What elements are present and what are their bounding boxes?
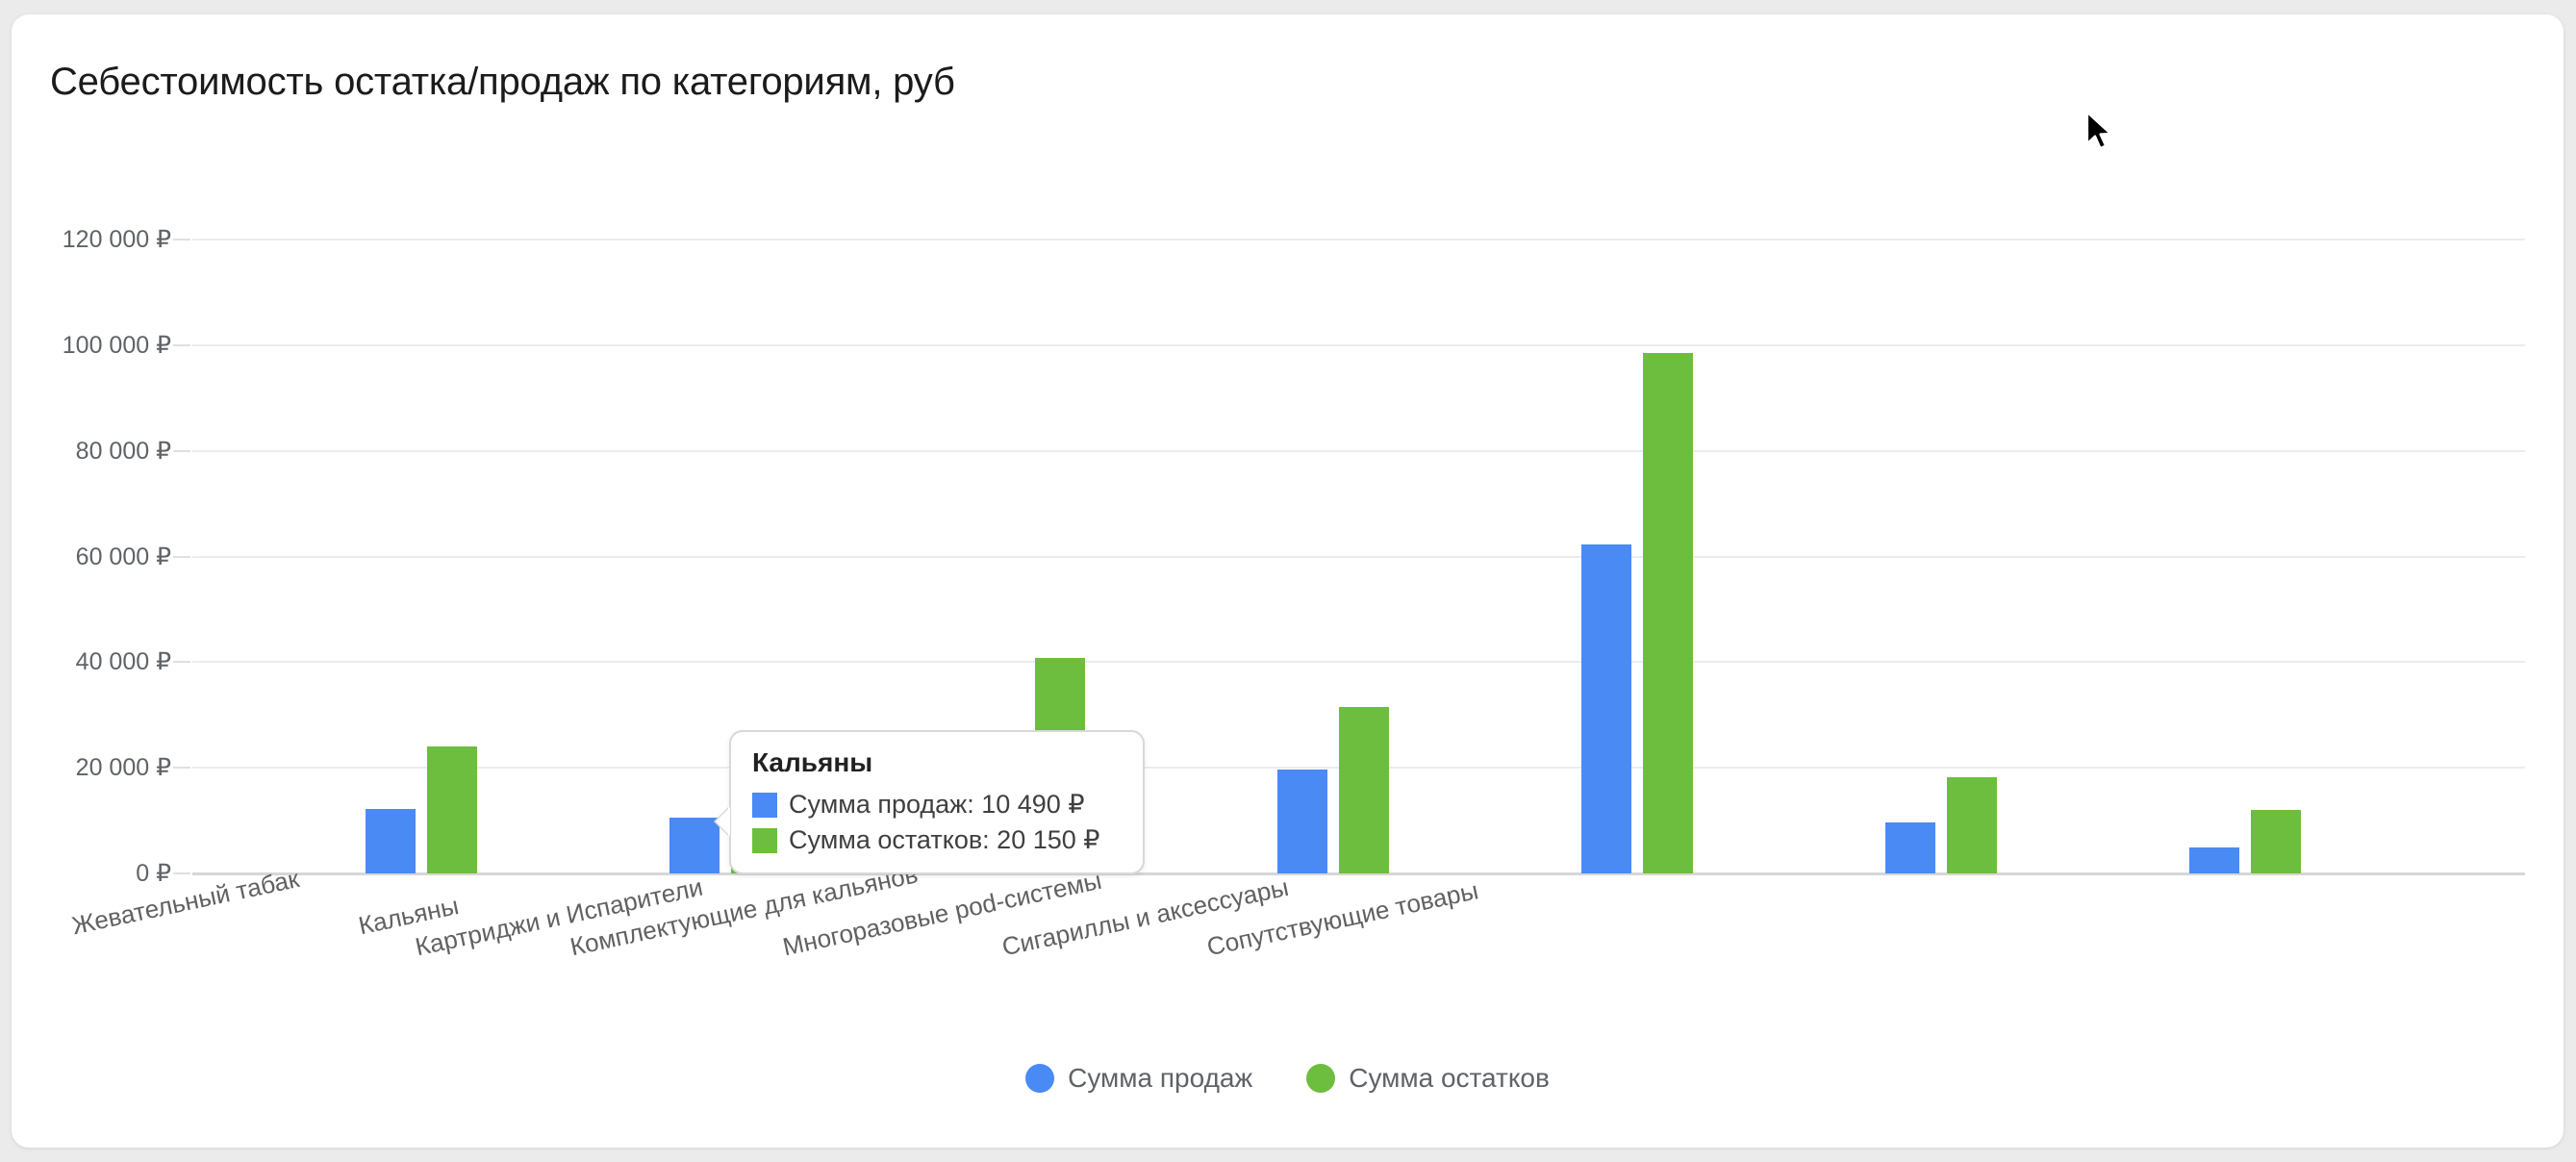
- y-axis-tick-label: 120 000 ₽: [62, 226, 171, 253]
- y-axis-tick-mark: [173, 449, 190, 452]
- page-title: Себестоимость остатка/продаж по категори…: [50, 61, 955, 103]
- x-axis-label: Сопутствующие товары: [1204, 875, 1481, 962]
- legend-item[interactable]: Сумма остатков: [1306, 1063, 1550, 1094]
- tooltip-row-label: Сумма продаж: 10 490 ₽: [789, 790, 1085, 819]
- gridline: [192, 449, 2525, 452]
- y-axis-tick-mark: [173, 343, 190, 346]
- legend-color-dot-icon: [1306, 1064, 1336, 1093]
- x-axis-label: Жевательный табак: [69, 863, 302, 941]
- bar-stock[interactable]: [1947, 777, 1997, 873]
- chart-tooltip: Кальяны Сумма продаж: 10 490 ₽ Сумма оста…: [729, 730, 1145, 874]
- tooltip-title: Кальяны: [752, 747, 873, 777]
- y-axis-tick-label: 60 000 ₽: [75, 543, 171, 570]
- y-axis-tick-label: 20 000 ₽: [75, 754, 171, 782]
- bar-sales[interactable]: [1581, 544, 1631, 873]
- bar-stock[interactable]: [2251, 810, 2301, 873]
- gridline: [192, 661, 2525, 664]
- tooltip-rows: Сумма продаж: 10 490 ₽ Сумма остатков: 20…: [752, 790, 1122, 855]
- chart-legend: Сумма продаж Сумма остатков: [12, 1063, 2563, 1094]
- bar-sales[interactable]: [1885, 821, 1935, 873]
- x-axis-label: Многоразовые pod-системы: [780, 865, 1104, 962]
- x-axis-label: Картриджи и Испарители: [413, 872, 706, 962]
- tooltip-row: Сумма остатков: 20 150 ₽: [752, 825, 1122, 855]
- tooltip-color-swatch-icon: [752, 792, 777, 818]
- legend-color-dot-icon: [1025, 1064, 1055, 1093]
- gridline: [192, 555, 2525, 558]
- tooltip-color-swatch-icon: [752, 827, 777, 853]
- x-axis-label: Кальяны: [356, 891, 462, 941]
- bar-sales[interactable]: [366, 809, 416, 873]
- legend-label: Сумма остатков: [1349, 1063, 1550, 1093]
- y-axis-tick-label: 40 000 ₽: [75, 648, 171, 676]
- x-axis-label: Сигариллы и аксессуары: [999, 872, 1292, 962]
- y-axis-tick-label: 100 000 ₽: [62, 331, 171, 359]
- bar-stock[interactable]: [427, 746, 477, 873]
- tooltip-row: Сумма продаж: 10 490 ₽: [752, 790, 1122, 820]
- bar-stock[interactable]: [1339, 707, 1389, 873]
- tooltip-row-label: Сумма остатков: 20 150 ₽: [789, 825, 1100, 854]
- y-axis-tick-mark: [173, 239, 190, 240]
- y-axis-tick-mark: [173, 555, 190, 558]
- y-axis-tick-label: 0 ₽: [136, 860, 171, 887]
- chart-card: Себестоимость остатка/продаж по категори…: [12, 14, 2563, 1148]
- bar-sales[interactable]: [669, 818, 720, 873]
- plot-area: 0 ₽ 20 000 ₽ 40 000 ₽ 60 000 ₽ 80 000 ₽ 100 0…: [63, 226, 2525, 887]
- legend-item[interactable]: Сумма продаж: [1025, 1063, 1252, 1094]
- y-axis-tick-mark: [173, 872, 190, 874]
- y-axis-tick-mark: [173, 767, 190, 770]
- gridline: [192, 872, 2525, 875]
- bar-stock[interactable]: [1643, 353, 1693, 873]
- y-axis-tick-label: 80 000 ₽: [75, 437, 171, 465]
- bar-sales[interactable]: [2189, 846, 2239, 873]
- y-axis-tick-mark: [173, 661, 190, 664]
- gridline: [192, 343, 2525, 346]
- legend-label: Сумма продаж: [1068, 1063, 1253, 1093]
- gridline: [192, 239, 2525, 240]
- bar-sales[interactable]: [1277, 769, 1327, 873]
